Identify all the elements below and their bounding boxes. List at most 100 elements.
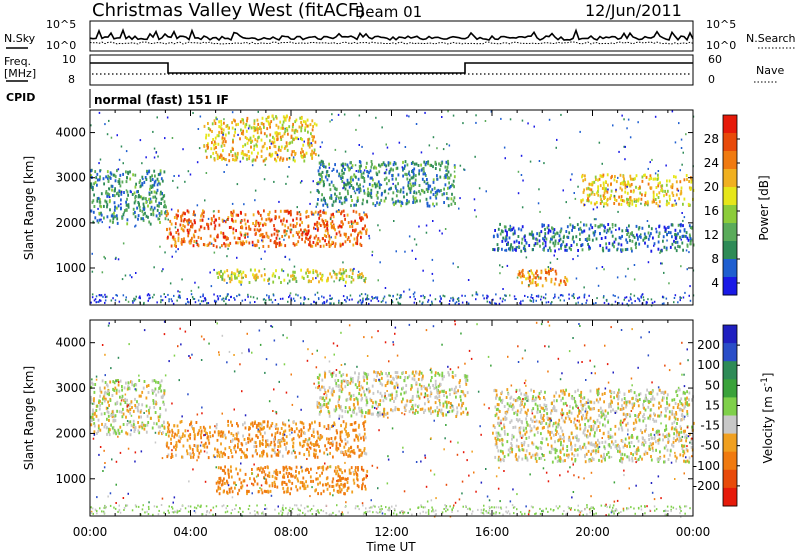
- echo-cell: [380, 193, 383, 197]
- echo-cell: [254, 479, 256, 483]
- echo-cell: [321, 175, 323, 179]
- echo-cell: [238, 271, 240, 275]
- echo-cell: [109, 199, 111, 203]
- echo-cell: [453, 387, 456, 391]
- echo-cell: [306, 467, 308, 471]
- echo-cell: [271, 422, 274, 425]
- echo-cell: [235, 467, 238, 471]
- echo-cell: [341, 302, 344, 305]
- echo-cell: [99, 175, 101, 179]
- echo-cell: [279, 241, 281, 245]
- echo-cell: [475, 293, 477, 296]
- echo-cell: [291, 428, 293, 431]
- echo-cell: [292, 156, 295, 159]
- echo-cell: [325, 467, 328, 471]
- echo-cell: [546, 271, 549, 275]
- echo-cell: [263, 158, 266, 162]
- echo-cell: [347, 432, 350, 435]
- echo-cell: [549, 229, 552, 233]
- echo-cell: [607, 183, 609, 187]
- echo-cell: [617, 210, 619, 213]
- echo-cell: [614, 300, 617, 303]
- echo-cell: [357, 438, 360, 442]
- echo-cell: [639, 191, 642, 195]
- echo-cell: [412, 201, 414, 204]
- echo-cell: [401, 166, 404, 169]
- echo-cell: [583, 286, 585, 289]
- echo-cell: [301, 421, 303, 425]
- echo-cell: [184, 180, 186, 183]
- echo-cell: [124, 397, 127, 401]
- echo-cell: [212, 138, 214, 141]
- echo-cell: [108, 187, 110, 190]
- echo-cell: [459, 395, 462, 399]
- echo-cell: [111, 188, 113, 192]
- echo-cell: [110, 299, 113, 302]
- echo-cell: [96, 431, 98, 435]
- echo-cell: [249, 301, 251, 304]
- echo-cell: [542, 242, 544, 246]
- echo-cell: [361, 487, 363, 491]
- echo-cell: [459, 164, 462, 167]
- echo-cell: [358, 388, 361, 392]
- echo-cell: [424, 111, 426, 114]
- echo-cell: [320, 492, 323, 496]
- echo-cell: [160, 389, 163, 393]
- echo-cell: [120, 192, 123, 196]
- echo-cell: [321, 385, 323, 389]
- echo-cell: [365, 452, 368, 456]
- echo-cell: [97, 221, 100, 224]
- echo-cell: [423, 190, 426, 194]
- echo-cell: [591, 181, 594, 185]
- echo-cell: [288, 279, 291, 283]
- echo-cell: [384, 392, 386, 395]
- echo-cell: [224, 140, 227, 144]
- echo-cell: [210, 147, 213, 151]
- echo-cell: [160, 197, 163, 201]
- echo-cell: [280, 281, 282, 284]
- echo-cell: [415, 162, 418, 166]
- echo-cell: [275, 269, 277, 273]
- echo-cell: [451, 387, 453, 391]
- echo-cell: [263, 222, 266, 226]
- echo-cell: [240, 211, 242, 215]
- echo-cell: [200, 436, 202, 440]
- echo-cell: [224, 471, 227, 475]
- echo-cell: [239, 240, 242, 244]
- echo-cell: [128, 387, 131, 391]
- echo-cell: [453, 389, 456, 393]
- echo-cell: [322, 209, 325, 212]
- echo-cell: [493, 248, 496, 252]
- echo-cell: [353, 472, 355, 476]
- echo-cell: [499, 272, 501, 275]
- echo-cell: [446, 403, 448, 407]
- echo-cell: [669, 245, 672, 249]
- echo-cell: [685, 133, 687, 136]
- echo-cell: [332, 371, 335, 375]
- echo-cell: [412, 182, 414, 186]
- echo-cell: [409, 296, 411, 299]
- echo-cell: [97, 207, 99, 210]
- echo-cell: [248, 241, 251, 245]
- echo-cell: [357, 468, 359, 472]
- echo-cell: [322, 385, 325, 389]
- echo-cell: [167, 453, 170, 457]
- echo-cell: [148, 297, 150, 300]
- echo-cell: [126, 197, 128, 201]
- echo-cell: [127, 170, 129, 174]
- echo-cell: [461, 402, 463, 405]
- echo-cell: [400, 400, 403, 404]
- echo-cell: [193, 240, 196, 243]
- echo-cell: [195, 444, 197, 448]
- echo-cell: [434, 162, 437, 166]
- echo-cell: [392, 201, 395, 205]
- echo-cell: [292, 137, 294, 141]
- echo-cell: [422, 269, 424, 272]
- echo-cell: [367, 298, 370, 301]
- echo-cell: [131, 406, 133, 409]
- echo-cell: [100, 218, 102, 221]
- echo-cell: [269, 219, 272, 223]
- echo-cell: [354, 192, 357, 195]
- echo-cell: [250, 151, 253, 155]
